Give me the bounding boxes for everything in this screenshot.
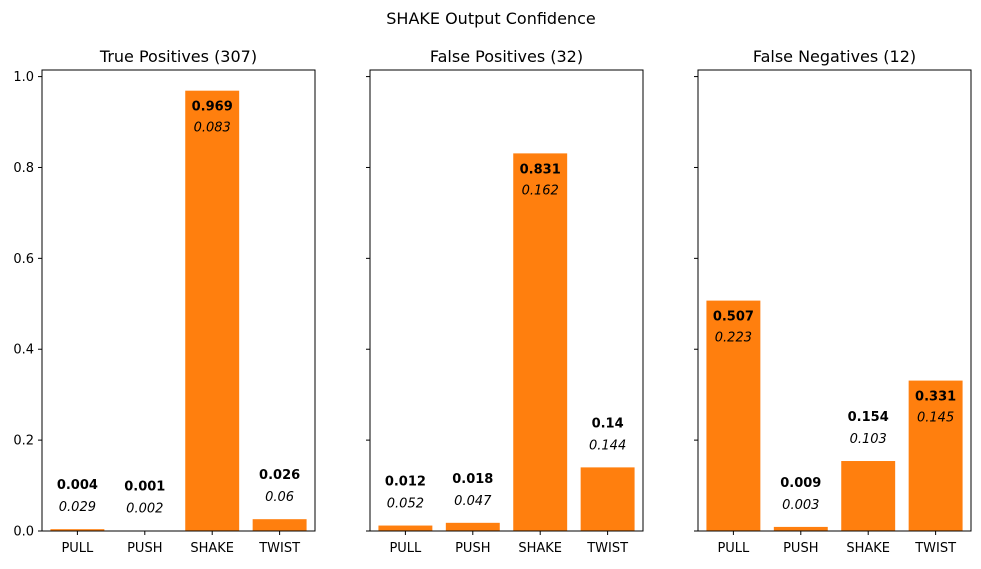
panel-title: False Positives (32) [430, 47, 583, 66]
y-tick-label: 0.8 [13, 161, 34, 176]
value-label: 0.154 [848, 410, 889, 425]
value-label: 0.831 [520, 162, 561, 177]
x-tick-label: PULL [389, 541, 422, 556]
bar-push [773, 526, 828, 531]
y-tick-label: 0.4 [13, 343, 34, 358]
y-tick-label: 1.0 [13, 70, 34, 85]
plot-frame [697, 69, 972, 532]
bar-pull [50, 529, 105, 531]
x-tick-label: PUSH [783, 541, 818, 556]
std-label: 0.103 [850, 432, 887, 447]
x-tick-label: TWIST [258, 541, 300, 556]
bar-pull [378, 525, 433, 531]
value-label: 0.012 [385, 475, 426, 490]
std-label: 0.144 [589, 438, 626, 453]
value-label: 0.004 [57, 478, 98, 493]
x-tick-label: SHAKE [190, 541, 234, 556]
x-tick-label: TWIST [586, 541, 628, 556]
y-tick-label: 0.0 [13, 525, 34, 540]
bar-twist [252, 519, 307, 531]
value-label: 0.026 [259, 468, 300, 483]
bar-twist [580, 467, 635, 531]
bar-push [445, 522, 500, 531]
plot-frame [369, 69, 644, 532]
value-label: 0.14 [592, 416, 624, 431]
panel-title: True Positives (307) [99, 47, 257, 66]
std-label: 0.06 [265, 490, 294, 505]
y-tick-label: 0.2 [13, 434, 34, 449]
x-tick-label: SHAKE [846, 541, 890, 556]
std-label: 0.002 [126, 502, 163, 517]
value-label: 0.001 [124, 480, 165, 495]
std-label: 0.162 [522, 183, 559, 198]
std-label: 0.145 [917, 411, 954, 426]
y-tick-label: 0.6 [13, 252, 34, 267]
value-label: 0.018 [452, 472, 493, 487]
value-label: 0.507 [713, 310, 754, 325]
std-label: 0.083 [194, 121, 231, 136]
std-label: 0.029 [59, 500, 96, 515]
figure-title: SHAKE Output Confidence [386, 9, 595, 28]
bar-shake [185, 90, 240, 532]
std-label: 0.047 [454, 494, 492, 509]
value-label: 0.331 [915, 390, 956, 405]
x-tick-label: SHAKE [518, 541, 562, 556]
bar-shake [513, 153, 568, 531]
x-tick-label: PUSH [455, 541, 490, 556]
value-label: 0.009 [780, 476, 821, 491]
plot-frame [41, 69, 316, 532]
std-label: 0.223 [715, 331, 752, 346]
bar-pull [706, 300, 761, 531]
panel-title: False Negatives (12) [753, 47, 916, 66]
x-tick-label: PULL [61, 541, 94, 556]
x-tick-label: PULL [717, 541, 750, 556]
x-tick-label: TWIST [914, 541, 956, 556]
std-label: 0.052 [387, 497, 424, 512]
x-tick-label: PUSH [127, 541, 162, 556]
value-label: 0.969 [192, 100, 233, 115]
bar-twist [908, 380, 963, 531]
bar-shake [841, 461, 896, 531]
std-label: 0.003 [782, 498, 819, 513]
